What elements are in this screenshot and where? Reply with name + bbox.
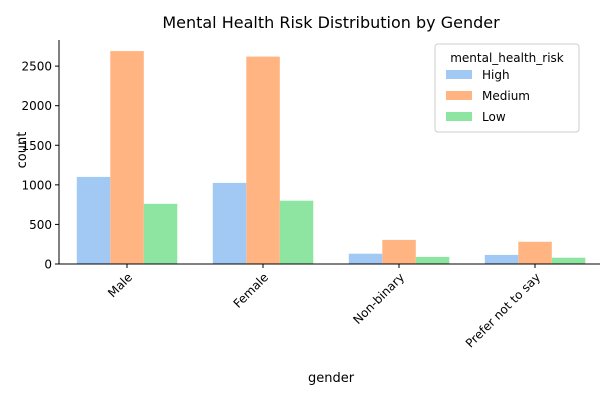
bar-low-female [279, 200, 314, 264]
y-tick-label: 1500 [21, 139, 52, 153]
y-tick-label: 2000 [21, 99, 52, 113]
x-tick-label: Non-binary [350, 270, 407, 327]
x-axis-label: gender [308, 371, 355, 386]
bar-high-female [212, 182, 247, 264]
chart-title: Mental Health Risk Distribution by Gende… [162, 13, 500, 32]
legend-swatch-high [446, 70, 472, 79]
y-tick-label: 2500 [21, 60, 52, 74]
bar-medium-non-binary [382, 239, 416, 264]
legend-label-low: Low [482, 110, 506, 124]
bar-medium-female [246, 56, 280, 264]
y-tick-label: 1000 [21, 178, 52, 192]
bar-high-non-binary [348, 253, 383, 264]
bar-low-male [143, 203, 178, 264]
bar-high-prefer-not-to-say [484, 254, 519, 264]
bar-low-prefer-not-to-say [551, 257, 586, 264]
y-axis-label: count [15, 132, 30, 169]
bars-group [76, 51, 586, 264]
legend-frame [434, 43, 580, 133]
y-tick-label: 500 [29, 218, 52, 232]
legend-swatch-medium [446, 91, 472, 100]
legend-label-medium: Medium [482, 89, 530, 103]
legend: mental_health_risk High Medium Low [434, 43, 580, 133]
y-tick-label: 0 [44, 258, 52, 272]
bar-medium-male [110, 51, 144, 264]
x-tick-label: Male [105, 270, 135, 300]
bar-medium-prefer-not-to-say [518, 241, 552, 264]
legend-swatch-low [446, 112, 472, 121]
bar-high-male [76, 176, 111, 264]
legend-label-high: High [482, 68, 510, 82]
bar-low-non-binary [415, 256, 450, 264]
x-tick-label: Prefer not to say [463, 270, 543, 350]
x-tick-label: Female [231, 270, 272, 311]
legend-title: mental_health_risk [450, 51, 564, 65]
